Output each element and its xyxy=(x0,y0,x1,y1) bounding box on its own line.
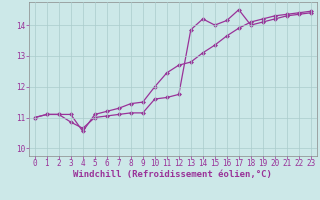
X-axis label: Windchill (Refroidissement éolien,°C): Windchill (Refroidissement éolien,°C) xyxy=(73,170,272,179)
